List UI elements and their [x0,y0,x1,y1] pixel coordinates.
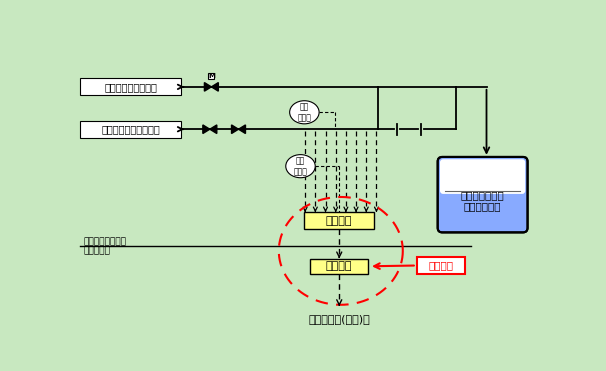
Text: 余熱除去系出口弁等: 余熱除去系出口弁等 [104,82,157,92]
Text: M: M [208,73,215,79]
Bar [417,257,465,274]
Text: 当該箇所: 当該箇所 [428,260,453,270]
Text: 原子炉格納容器内: 原子炉格納容器内 [84,237,127,246]
Polygon shape [204,83,218,91]
Text: 温度
検出器: 温度 検出器 [298,102,311,122]
Text: 格納容器冷却材
ドレンタンク: 格納容器冷却材 ドレンタンク [461,190,505,211]
Text: 送信器盤: 送信器盤 [326,216,353,226]
Bar [310,259,368,274]
Bar [208,73,215,79]
Text: 管理区域外: 管理区域外 [84,246,110,255]
FancyBboxPatch shape [438,157,528,232]
Text: 温度
検出器: 温度 検出器 [293,157,307,176]
Ellipse shape [286,155,315,178]
Text: 受信器盤: 受信器盤 [326,261,353,271]
Polygon shape [231,125,245,134]
Bar [304,212,374,229]
Text: 中央制御室(信号)等: 中央制御室(信号)等 [308,314,370,324]
Bar [81,121,181,138]
Bar [81,78,181,95]
Polygon shape [203,125,217,134]
Text: ループドレンライン等: ループドレンライン等 [101,124,160,134]
FancyBboxPatch shape [440,159,525,194]
Ellipse shape [290,101,319,124]
